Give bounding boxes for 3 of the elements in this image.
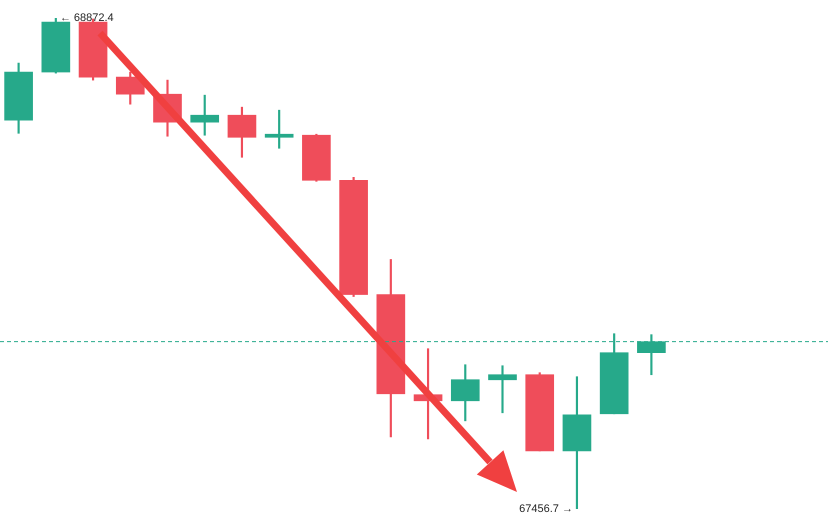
annotation: ← 68872.4 [60, 12, 114, 24]
candlestick [190, 94, 220, 136]
annotation: 67456.7 → [519, 503, 573, 516]
